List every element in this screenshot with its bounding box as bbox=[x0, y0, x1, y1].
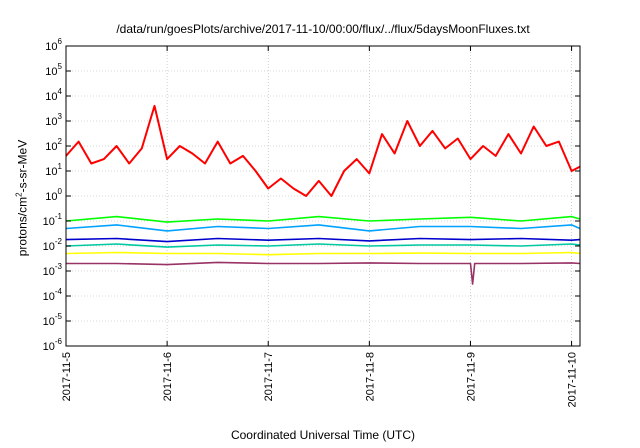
x-tick-label: 2017-11-7 bbox=[263, 352, 275, 401]
y-tick-exponent: 4 bbox=[58, 87, 63, 96]
y-tick-exponent: 5 bbox=[58, 62, 63, 71]
series-line-2 bbox=[65, 215, 581, 223]
y-tick-label: 101 bbox=[45, 162, 62, 178]
x-tick-label: 2017-11-6 bbox=[162, 352, 174, 401]
y-tick-label: 100 bbox=[45, 187, 62, 203]
series-line-3 bbox=[65, 224, 581, 232]
y-tick-exponent: -4 bbox=[55, 287, 63, 296]
y-tick-exponent: 1 bbox=[58, 162, 63, 171]
y-tick-label: 102 bbox=[45, 137, 62, 153]
y-tick-base: 10 bbox=[45, 91, 57, 103]
y-ticks: 10-610-510-410-310-210-11001011021031041… bbox=[43, 37, 580, 353]
y-tick-label: 106 bbox=[45, 37, 62, 53]
y-tick-base: 10 bbox=[43, 216, 55, 228]
plot-frame bbox=[65, 45, 581, 347]
grid bbox=[66, 46, 580, 346]
y-tick-label: 10-4 bbox=[43, 287, 63, 303]
y-tick-exponent: 0 bbox=[58, 187, 63, 196]
x-tick-label: 2017-11-8 bbox=[364, 352, 376, 401]
y-tick-exponent: 6 bbox=[58, 37, 63, 46]
x-axis-label: Coordinated Universal Time (UTC) bbox=[230, 428, 416, 442]
y-tick-base: 10 bbox=[45, 141, 57, 153]
y-tick-base: 10 bbox=[45, 191, 57, 203]
series-lines bbox=[65, 104, 581, 285]
y-tick-exponent: -6 bbox=[55, 337, 63, 346]
y-tick-label: 10-2 bbox=[43, 237, 63, 253]
y-tick-label: 10-5 bbox=[43, 312, 63, 328]
y-tick-exponent: -3 bbox=[55, 262, 63, 271]
y-tick-label: 10-1 bbox=[43, 212, 63, 228]
y-tick-label: 105 bbox=[45, 62, 62, 78]
y-tick-base: 10 bbox=[43, 241, 55, 253]
y-tick-label: 10-3 bbox=[43, 262, 63, 278]
y-tick-base: 10 bbox=[43, 266, 55, 278]
y-tick-base: 10 bbox=[45, 166, 57, 178]
y-tick-exponent: -5 bbox=[55, 312, 63, 321]
y-tick-label: 103 bbox=[45, 112, 62, 128]
y-tick-base: 10 bbox=[45, 116, 57, 128]
y-tick-exponent: 2 bbox=[58, 137, 63, 146]
y-tick-base: 10 bbox=[43, 316, 55, 328]
series-line-1 bbox=[65, 104, 581, 197]
y-tick-label: 10-6 bbox=[43, 337, 63, 353]
y-tick-exponent: -2 bbox=[55, 237, 63, 246]
x-ticks: 2017-11-5 2017-11-6 2017-11-7 2017-11-8 2017… bbox=[61, 46, 579, 407]
plot-title: /data/run/goesPlots/archive/2017-11-10/0… bbox=[116, 22, 530, 36]
y-tick-base: 10 bbox=[45, 41, 57, 53]
y-tick-base: 10 bbox=[45, 66, 57, 78]
x-tick-label: 2017-11-10 bbox=[567, 352, 579, 407]
y-tick-exponent: 3 bbox=[58, 112, 63, 121]
series-line-5 bbox=[65, 243, 581, 248]
series-line-6 bbox=[65, 251, 581, 256]
x-tick-label: 2017-11-5 bbox=[61, 352, 73, 401]
y-tick-label: 104 bbox=[45, 87, 62, 103]
y-tick-base: 10 bbox=[43, 291, 55, 303]
y-tick-exponent: -1 bbox=[55, 212, 63, 221]
series-line-4 bbox=[65, 237, 581, 243]
x-tick-label: 2017-11-9 bbox=[465, 352, 477, 401]
y-tick-base: 10 bbox=[43, 341, 55, 353]
series-line-7 bbox=[66, 261, 581, 285]
